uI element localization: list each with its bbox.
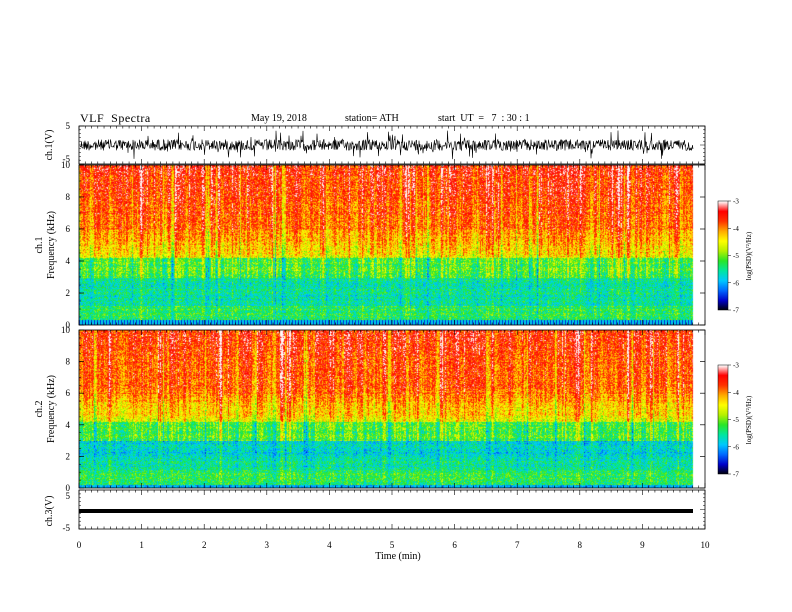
colorbar-tick-label: -3 <box>733 362 739 370</box>
ch1-waveform-panel: 5 -5 ch.1(V) <box>44 121 706 165</box>
ch1-colorbar <box>718 201 728 310</box>
xtick-label: 4 <box>327 540 332 550</box>
xtick-label: 6 <box>452 540 457 550</box>
xtick-label: 3 <box>265 540 270 550</box>
ch3-waveform-ylabel: ch.3(V) <box>44 496 55 527</box>
ytick-label: 4 <box>66 256 71 266</box>
ch3-ytick-top: 5 <box>66 491 71 501</box>
ytick-label: 0 <box>66 483 71 493</box>
ch1-spectrogram-panel: 0 2 4 6 8 10 ch.1Frequency (kHz) -3 -4 -5 -6 -7 l… <box>34 160 753 330</box>
ch1-colorbar-ticks: -3 -4 -5 -6 -7 <box>728 198 739 315</box>
start-time-label: start UT = 7 : 30 : 1 <box>438 113 530 124</box>
colorbar-tick-label: -7 <box>733 307 739 315</box>
date-label: May 19, 2018 <box>251 113 307 124</box>
station-label: station= ATH <box>345 113 399 124</box>
xtick-label: 9 <box>640 540 645 550</box>
ytick-label: 6 <box>66 388 71 398</box>
ch1-spectrogram-image <box>79 165 705 325</box>
ch1-ytick-top: 5 <box>66 121 71 131</box>
ytick-label: 2 <box>66 288 71 298</box>
ch1-waveform-ylabel: ch.1(V) <box>44 130 55 161</box>
ytick-label: 0 <box>66 320 71 330</box>
time-axis: 0 1 2 3 4 5 6 7 8 9 10 <box>77 125 711 550</box>
ytick-label: 10 <box>61 325 71 335</box>
colorbar-tick-label: -4 <box>733 389 739 397</box>
ch3-ytick-bottom: -5 <box>63 523 71 533</box>
ch1-ytick-bottom: -5 <box>63 154 71 164</box>
xtick-label: 0 <box>77 540 82 550</box>
xtick-label: 2 <box>202 540 207 550</box>
ytick-label: 4 <box>66 420 71 430</box>
time-axis-label: Time (min) <box>375 551 420 562</box>
xtick-label: 10 <box>701 540 711 550</box>
ytick-label: 8 <box>66 192 71 202</box>
ch2-colorbar-label: log(PSD)(V²/Hz) <box>745 395 753 444</box>
ch1-spectrogram-yticks: 0 2 4 6 8 10 <box>61 160 705 330</box>
colorbar-tick-label: -7 <box>733 471 739 479</box>
ytick-label: 8 <box>66 357 71 367</box>
ytick-label: 6 <box>66 224 71 234</box>
colorbar-tick-label: -6 <box>733 279 739 287</box>
ytick-label: 2 <box>66 451 71 461</box>
figure-title: VLF Spectra <box>80 111 151 125</box>
colorbar-tick-label: -5 <box>733 252 739 260</box>
colorbar-tick-label: -5 <box>733 416 739 424</box>
ch2-spectrogram-image <box>79 330 705 488</box>
ch1-colorbar-label: log(PSD)(V²/Hz) <box>745 231 753 280</box>
ch2-colorbar <box>718 365 728 474</box>
ch3-waveform-trace <box>79 509 693 513</box>
ch1-channel-label: ch.1Frequency (kHz) <box>34 211 57 279</box>
xtick-label: 7 <box>515 540 520 550</box>
ch2-channel-label: ch.2Frequency (kHz) <box>34 375 57 443</box>
ch3-waveform-panel: 5 -5 ch.3(V) <box>44 489 706 533</box>
xtick-label: 8 <box>578 540 583 550</box>
xtick-label: 5 <box>390 540 395 550</box>
xtick-label: 1 <box>139 540 144 550</box>
ch2-spectrogram-yticks: 0 2 4 6 8 10 <box>61 325 705 493</box>
colorbar-tick-label: -4 <box>733 225 739 233</box>
ch2-spectrogram-panel: 0 2 4 6 8 10 ch.2Frequency (kHz) -3 -4 -5 -6 -7 l… <box>34 325 753 493</box>
ch1-waveform-trace <box>79 130 694 160</box>
colorbar-tick-label: -3 <box>733 198 739 206</box>
ch2-colorbar-ticks: -3 -4 -5 -6 -7 <box>728 362 739 479</box>
colorbar-tick-label: -6 <box>733 443 739 451</box>
ytick-label: 10 <box>61 160 71 170</box>
